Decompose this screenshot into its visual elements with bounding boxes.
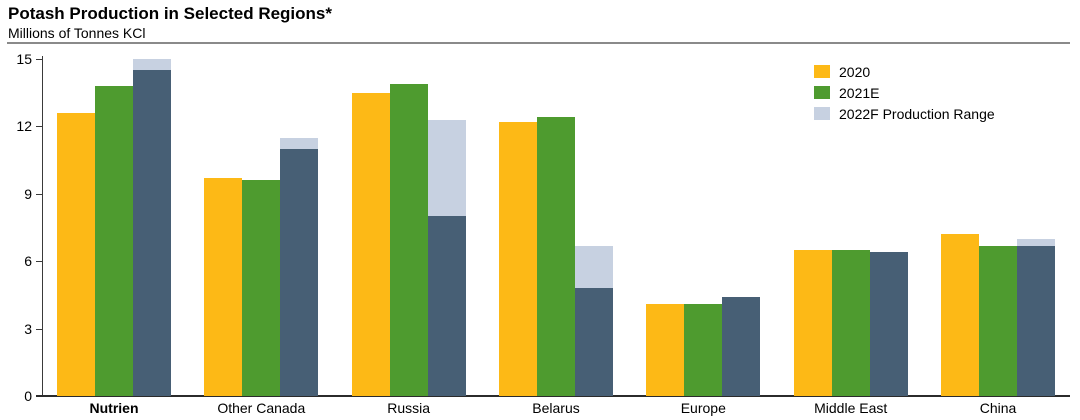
bar-2021e (389, 83, 428, 396)
bar-2020 (57, 112, 95, 396)
y-tick-label: 3 (24, 321, 32, 337)
bar-2022f-range (1017, 238, 1055, 246)
y-tick-label: 9 (24, 186, 32, 202)
bar-2022f-low (575, 288, 613, 396)
y-tick-mark (36, 59, 42, 60)
bar-group (941, 59, 1055, 396)
bar-2021e (95, 86, 133, 396)
y-tick-mark (36, 194, 42, 195)
legend-swatch-2020-icon (814, 65, 830, 78)
page-title: Potash Production in Selected Regions* (8, 4, 332, 23)
y-tick-label: 15 (16, 51, 32, 67)
bar-2020 (646, 303, 685, 396)
category-label: Europe (680, 400, 726, 416)
category-label: Russia (387, 400, 431, 416)
bar-group (204, 59, 319, 396)
bar-2021e (684, 303, 723, 396)
y-tick-label: 0 (24, 388, 32, 404)
bar-group (499, 59, 613, 396)
bar-2020 (351, 92, 390, 396)
bar-2022f-low (869, 252, 908, 396)
bar-2022f-range (575, 245, 613, 289)
bar-2021e (979, 245, 1017, 396)
y-axis-line (42, 56, 43, 397)
legend-label: 2021E (839, 84, 880, 101)
legend-label: 2022F Production Range (839, 105, 995, 122)
bar-2022f-low (1017, 245, 1055, 396)
legend-item: 2021E (814, 82, 995, 103)
category-label: Middle East (814, 400, 888, 416)
legend-label: 2020 (839, 63, 871, 80)
legend: 2020 2021E 2022F Production Range (814, 61, 995, 124)
category-label: Other Canada (217, 400, 306, 416)
category-label: China (979, 400, 1017, 416)
bar-group (57, 59, 171, 396)
category-label: Belarus (532, 400, 580, 416)
bar-2022f-range (133, 59, 171, 71)
bar-group (793, 59, 908, 396)
y-tick-mark (36, 329, 42, 330)
bar-group (351, 59, 466, 396)
bar-2022f-range (427, 119, 466, 217)
bar-2022f-low (722, 297, 761, 396)
y-tick-mark (36, 126, 42, 127)
y-tick-label: 12 (16, 118, 32, 134)
legend-item: 2022F Production Range (814, 103, 995, 124)
chart-subtitle: Millions of Tonnes KCl (8, 25, 146, 41)
bar-2021e (831, 250, 870, 396)
bar-2022f-low (427, 216, 466, 396)
bar-2021e (537, 117, 575, 396)
header-divider (7, 42, 1070, 44)
bar-2020 (793, 250, 832, 396)
bar-group (646, 59, 761, 396)
bar-2020 (499, 121, 537, 396)
bar-2020 (204, 178, 243, 396)
plot-area (42, 59, 1070, 396)
bar-2021e (242, 180, 281, 396)
bar-2022f-low (280, 148, 319, 396)
legend-swatch-2021e-icon (814, 86, 830, 99)
y-tick-mark (36, 261, 42, 262)
x-axis-line (36, 395, 1070, 397)
legend-swatch-2022f-icon (814, 107, 830, 120)
bar-2022f-low (133, 70, 171, 396)
bar-2022f-range (280, 137, 319, 149)
legend-item: 2020 (814, 61, 995, 82)
category-label: Nutrien (89, 400, 139, 416)
bar-2020 (941, 234, 979, 396)
y-tick-label: 6 (24, 253, 32, 269)
